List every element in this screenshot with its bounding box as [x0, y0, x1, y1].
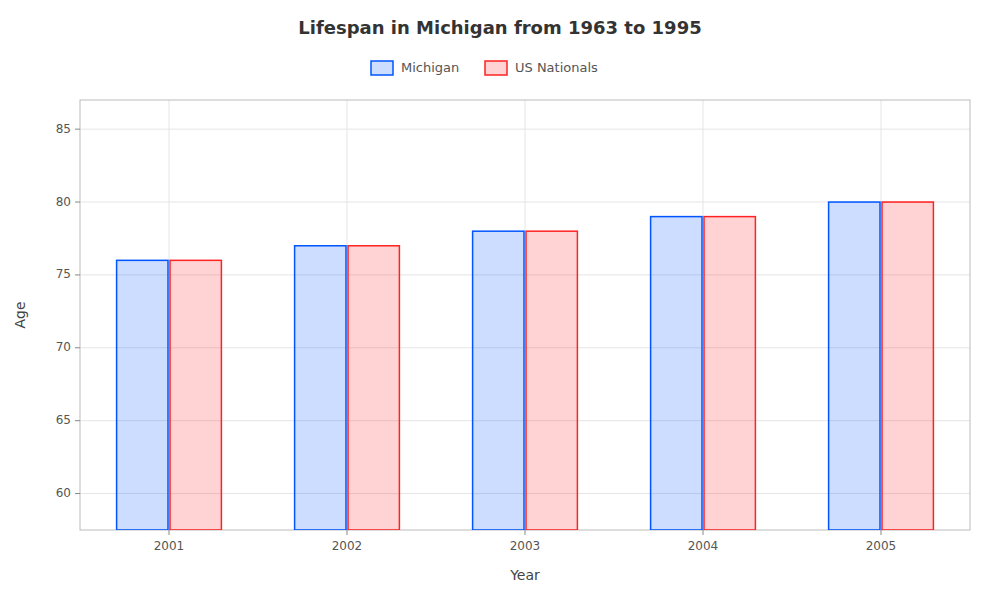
legend-swatch — [485, 61, 507, 75]
bar — [526, 231, 577, 530]
tick-label-x: 2005 — [866, 539, 897, 553]
tick-label-y: 80 — [56, 195, 71, 209]
bar — [170, 260, 221, 530]
tick-label-y: 60 — [56, 486, 71, 500]
tick-label-x: 2002 — [332, 539, 363, 553]
bar — [295, 246, 346, 530]
chart: 60 65 70 75 80 85 2001 2002 2003 2004 2005 Year Age L… — [0, 0, 1000, 600]
bar — [882, 202, 933, 530]
tick-mark-y — [75, 274, 80, 275]
tick-label-x: 2003 — [510, 539, 541, 553]
tick-mark-y — [75, 493, 80, 494]
tick-label-y: 85 — [56, 122, 71, 136]
tick-mark-x — [347, 530, 348, 535]
legend-swatch — [371, 61, 393, 75]
bar — [473, 231, 524, 530]
tick-mark-x — [881, 530, 882, 535]
tick-label-y: 70 — [56, 340, 71, 354]
bar — [348, 246, 399, 530]
background — [0, 0, 1000, 600]
bar — [651, 217, 702, 530]
bar — [704, 217, 755, 530]
tick-mark-y — [75, 202, 80, 203]
bars — [117, 202, 934, 530]
tick-label-x: 2004 — [688, 539, 719, 553]
plot-frame — [80, 100, 970, 530]
tick-label-y: 65 — [56, 413, 71, 427]
tick-mark-x — [169, 530, 170, 535]
bar — [117, 260, 168, 530]
legend-label: US Nationals — [515, 60, 598, 75]
tick-mark-x — [525, 530, 526, 535]
tick-label-y: 75 — [56, 267, 71, 281]
title: Lifespan in Michigan from 1963 to 1995 — [298, 17, 701, 38]
x-axis-label: Year — [509, 567, 540, 583]
chart-container: 60 65 70 75 80 85 2001 2002 2003 2004 2005 Year Age L… — [0, 0, 1000, 600]
y-axis-label: Age — [12, 301, 28, 328]
tick-mark-y — [75, 420, 80, 421]
legend-label: Michigan — [401, 60, 459, 75]
tick-mark-y — [75, 347, 80, 348]
bar — [829, 202, 880, 530]
tick-mark-x — [703, 530, 704, 535]
tick-mark-y — [75, 129, 80, 130]
tick-label-x: 2001 — [154, 539, 185, 553]
legend: Michigan US Nationals — [371, 60, 598, 76]
